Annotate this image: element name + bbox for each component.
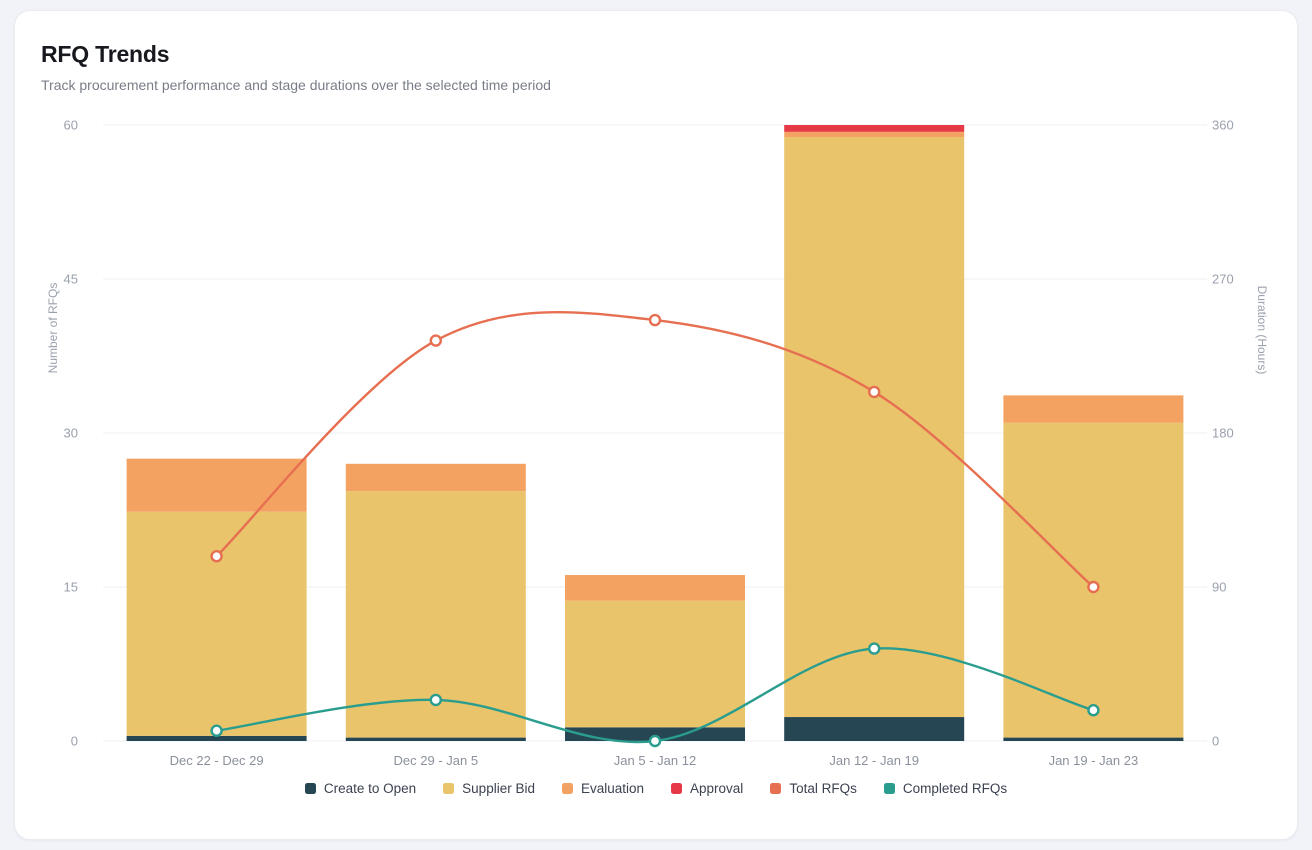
x-axis-label: Dec 29 - Jan 5 [394,753,479,768]
legend-swatch-icon [561,783,573,794]
data-point-total-rfqs[interactable] [429,334,442,347]
bar-segment-evaluation[interactable] [565,575,745,601]
legend-label: Evaluation [580,781,645,796]
bar-segment-create-to-open[interactable] [565,727,745,741]
data-point-completed-rfqs[interactable] [210,724,223,737]
legend-item-completed-rfqs[interactable]: Completed RFQs [883,781,1008,796]
x-axis-label: Dec 22 - Dec 29 [170,753,264,768]
data-point-total-rfqs[interactable] [210,550,223,563]
y-axis-left-tick-label: 45 [64,272,78,287]
legend-label: Supplier Bid [462,781,535,796]
bar-segment-create-to-open[interactable] [1003,737,1184,741]
page-title: RFQ Trends [41,41,170,67]
bar-segment-evaluation[interactable] [126,458,307,512]
x-axis-label: Jan 5 - Jan 12 [614,753,696,768]
legend-swatch-icon [443,783,455,794]
bar-segment-approval[interactable] [784,125,965,132]
bar-segment-supplier-bid[interactable] [1003,422,1184,738]
y-axis-right-tick-label: 270 [1212,272,1234,287]
chart-legend: Create to Open Supplier Bid Evaluation Appr… [0,781,1312,796]
data-point-total-rfqs[interactable] [1087,580,1100,594]
y-axis-right-title: Duration (Hours) [1255,286,1269,375]
bar-segment-create-to-open[interactable] [784,717,965,741]
legend-item-total-rfqs[interactable]: Total RFQs [770,781,857,796]
bar-segment-supplier-bid[interactable] [784,136,965,718]
legend-label: Completed RFQs [902,781,1008,796]
legend-item-supplier-bid[interactable]: Supplier Bid [443,781,535,796]
y-axis-left-tick-label: 0 [71,734,78,749]
y-axis-right-tick-label: 0 [1212,734,1219,749]
data-point-completed-rfqs[interactable] [868,642,881,655]
bar-segment-supplier-bid[interactable] [126,511,307,736]
x-axis-label: Jan 12 - Jan 19 [829,753,919,768]
legend-label: Create to Open [323,781,417,796]
legend-swatch-icon [304,783,316,794]
legend-label: Approval [690,781,744,796]
page-subtitle: Track procurement performance and stage … [41,77,551,93]
y-axis-right-tick-label: 360 [1212,118,1234,133]
bar-segment-create-to-open[interactable] [345,737,526,741]
bar-segment-create-to-open[interactable] [126,735,307,741]
data-point-completed-rfqs[interactable] [429,693,442,707]
bar-segment-evaluation[interactable] [1003,395,1184,423]
y-axis-left-title: Number of RFQs [46,283,60,374]
legend-swatch-icon [883,783,895,794]
bar-segment-evaluation[interactable] [784,131,965,137]
legend-item-approval[interactable]: Approval [671,781,743,796]
legend-label: Total RFQs [789,781,857,796]
bar-segment-evaluation[interactable] [345,463,526,492]
x-axis-label: Jan 19 - Jan 23 [1049,753,1139,768]
legend-item-evaluation[interactable]: Evaluation [561,781,645,796]
legend-item-create-to-open[interactable]: Create to Open [304,781,417,796]
y-axis-left-tick-label: 30 [64,426,78,441]
bar-segment-supplier-bid[interactable] [565,600,745,728]
legend-swatch-icon [770,783,782,794]
data-point-total-rfqs[interactable] [648,313,662,327]
legend-swatch-icon [671,783,683,794]
y-axis-right-tick-label: 180 [1212,426,1234,441]
data-point-completed-rfqs[interactable] [1087,704,1100,717]
data-point-completed-rfqs[interactable] [648,734,662,748]
y-axis-left-tick-label: 60 [64,118,78,133]
y-axis-right-tick-label: 90 [1212,580,1226,595]
card-header: RFQ Trends Track procurement performance… [41,41,551,93]
data-point-total-rfqs[interactable] [868,385,881,399]
y-axis-left-tick-label: 15 [64,580,78,595]
